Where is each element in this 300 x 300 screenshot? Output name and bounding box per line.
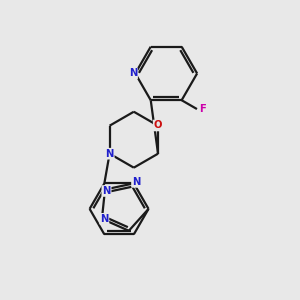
Text: O: O: [154, 121, 162, 130]
Text: N: N: [132, 177, 140, 187]
Text: N: N: [100, 214, 109, 224]
Text: N: N: [102, 186, 111, 196]
Text: F: F: [199, 104, 206, 114]
Text: N: N: [129, 68, 137, 78]
Text: N: N: [105, 149, 114, 159]
